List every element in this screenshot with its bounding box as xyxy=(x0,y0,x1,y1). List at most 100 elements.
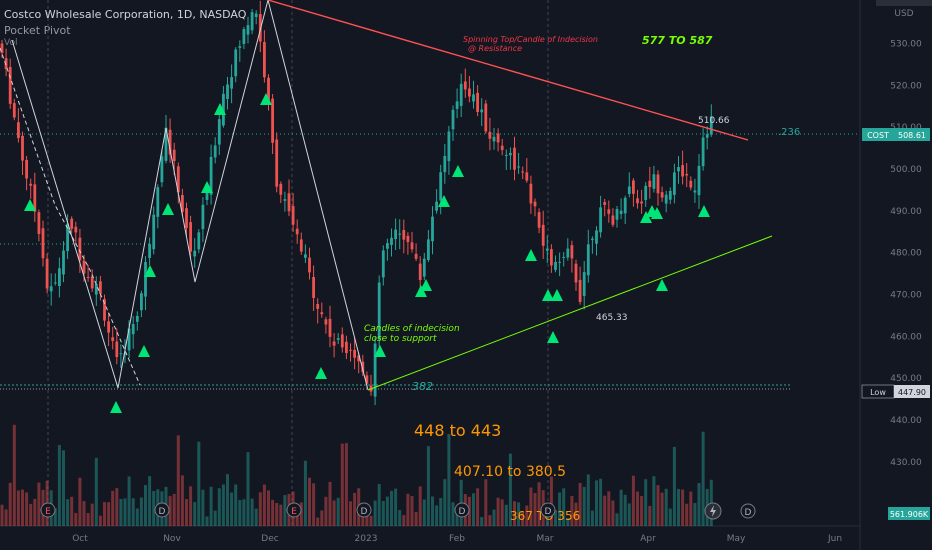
annotation-465-33: 465.33 xyxy=(596,313,628,323)
candle-body xyxy=(607,209,611,214)
volume-bar xyxy=(566,517,570,526)
candle-body xyxy=(550,249,553,266)
volume-bar xyxy=(681,489,685,526)
candle-body xyxy=(582,272,586,296)
candle-body xyxy=(82,260,86,274)
candle-body xyxy=(660,192,664,198)
volume-bar xyxy=(689,491,693,526)
volume-bar xyxy=(226,474,229,526)
candle-body xyxy=(308,257,311,273)
volume-bar xyxy=(631,475,635,526)
volume-bar xyxy=(521,512,525,526)
candle-body xyxy=(316,304,320,309)
candle-body xyxy=(373,343,377,397)
volume-bar xyxy=(398,510,402,526)
volume-bar xyxy=(29,503,33,526)
volume-bar xyxy=(422,499,426,526)
volume-bar xyxy=(476,488,480,526)
annotation-close-support: close to support xyxy=(364,334,437,344)
candle-body xyxy=(554,261,557,270)
candle-body xyxy=(103,299,106,321)
candle-body xyxy=(168,129,172,155)
candle-body xyxy=(90,276,94,289)
candle-body xyxy=(586,244,590,276)
pocket-pivot-signal-icon xyxy=(138,345,150,357)
candle-body xyxy=(545,248,549,251)
volume-bar xyxy=(316,517,320,526)
candle-body xyxy=(537,212,541,228)
x-axis-tick-label: Dec xyxy=(261,534,278,544)
volume-bar xyxy=(443,479,447,526)
volume-bar xyxy=(217,488,221,526)
volume-bar xyxy=(525,505,529,526)
event-marker-circle[interactable] xyxy=(154,502,170,518)
y-axis-tick-label: 520.00 xyxy=(890,81,922,91)
candle-body xyxy=(525,172,529,181)
y-axis-tick-label: 450.00 xyxy=(890,374,922,384)
candle-body xyxy=(320,312,324,315)
event-marker-circle[interactable] xyxy=(40,502,56,518)
candle-body xyxy=(673,172,676,195)
volume-bar xyxy=(349,501,352,526)
volume-bar xyxy=(492,509,496,526)
volume-bar xyxy=(308,477,311,526)
volume-bar xyxy=(332,500,336,526)
candle-body xyxy=(472,94,475,102)
candle-body xyxy=(4,58,8,69)
candle-body xyxy=(230,77,233,89)
volume-bar xyxy=(123,498,127,526)
volume-bar xyxy=(283,495,287,526)
volume-bar xyxy=(148,476,152,526)
candle-body xyxy=(390,237,393,245)
volume-bar xyxy=(33,498,37,526)
candle-body xyxy=(41,228,45,259)
annotation-spinning-top: Spinning Top/Candle of Indecision xyxy=(463,35,598,44)
pocket-pivot-signal-icon xyxy=(525,249,537,261)
future-dividend-marker-circle[interactable] xyxy=(740,503,756,519)
candle-body xyxy=(451,109,455,130)
candle-body xyxy=(164,127,168,161)
event-marker-circle[interactable] xyxy=(454,502,470,518)
candle-body xyxy=(410,242,414,250)
candle-body xyxy=(623,197,627,214)
pocket-pivot-signal-icon xyxy=(420,279,432,291)
volume-bar xyxy=(152,490,156,526)
candle-body xyxy=(381,250,385,278)
volume-bar xyxy=(623,494,627,526)
event-marker-circle[interactable] xyxy=(286,502,302,518)
candle-body xyxy=(172,149,176,162)
low-value-bg xyxy=(894,385,930,398)
dividend-marker: D xyxy=(159,507,166,517)
volume-bar xyxy=(353,492,357,526)
candle-body xyxy=(148,243,151,258)
candle-body xyxy=(480,109,484,113)
volume-bar xyxy=(500,499,504,526)
candle-body xyxy=(213,145,217,158)
candle-body xyxy=(574,263,578,283)
candle-body xyxy=(463,81,467,90)
candle-body xyxy=(332,341,336,346)
lightning-icon xyxy=(710,505,716,517)
candle-body xyxy=(250,12,254,31)
pocket-pivot-signal-icon xyxy=(110,401,122,413)
y-axis-tick-label: 530.00 xyxy=(890,39,922,49)
y-axis-tick-label: 460.00 xyxy=(890,332,922,342)
candle-body xyxy=(595,230,598,244)
volume-bar xyxy=(172,493,176,526)
volume-bar xyxy=(201,489,205,526)
event-marker-circle[interactable] xyxy=(356,502,372,518)
volume-bar xyxy=(570,495,574,526)
volume-bar xyxy=(0,504,4,526)
volume-bar xyxy=(205,516,209,526)
candle-body xyxy=(414,253,418,259)
volume-bar xyxy=(644,479,648,526)
candle-body xyxy=(640,201,643,204)
event-marker-circle[interactable] xyxy=(540,502,556,518)
candle-body xyxy=(324,319,328,325)
volume-bar xyxy=(439,497,443,526)
volume-bar xyxy=(414,511,418,526)
annotation-resistance: @ Resistance xyxy=(468,44,522,53)
volume-bar xyxy=(135,508,139,526)
volume-bar xyxy=(250,498,254,526)
